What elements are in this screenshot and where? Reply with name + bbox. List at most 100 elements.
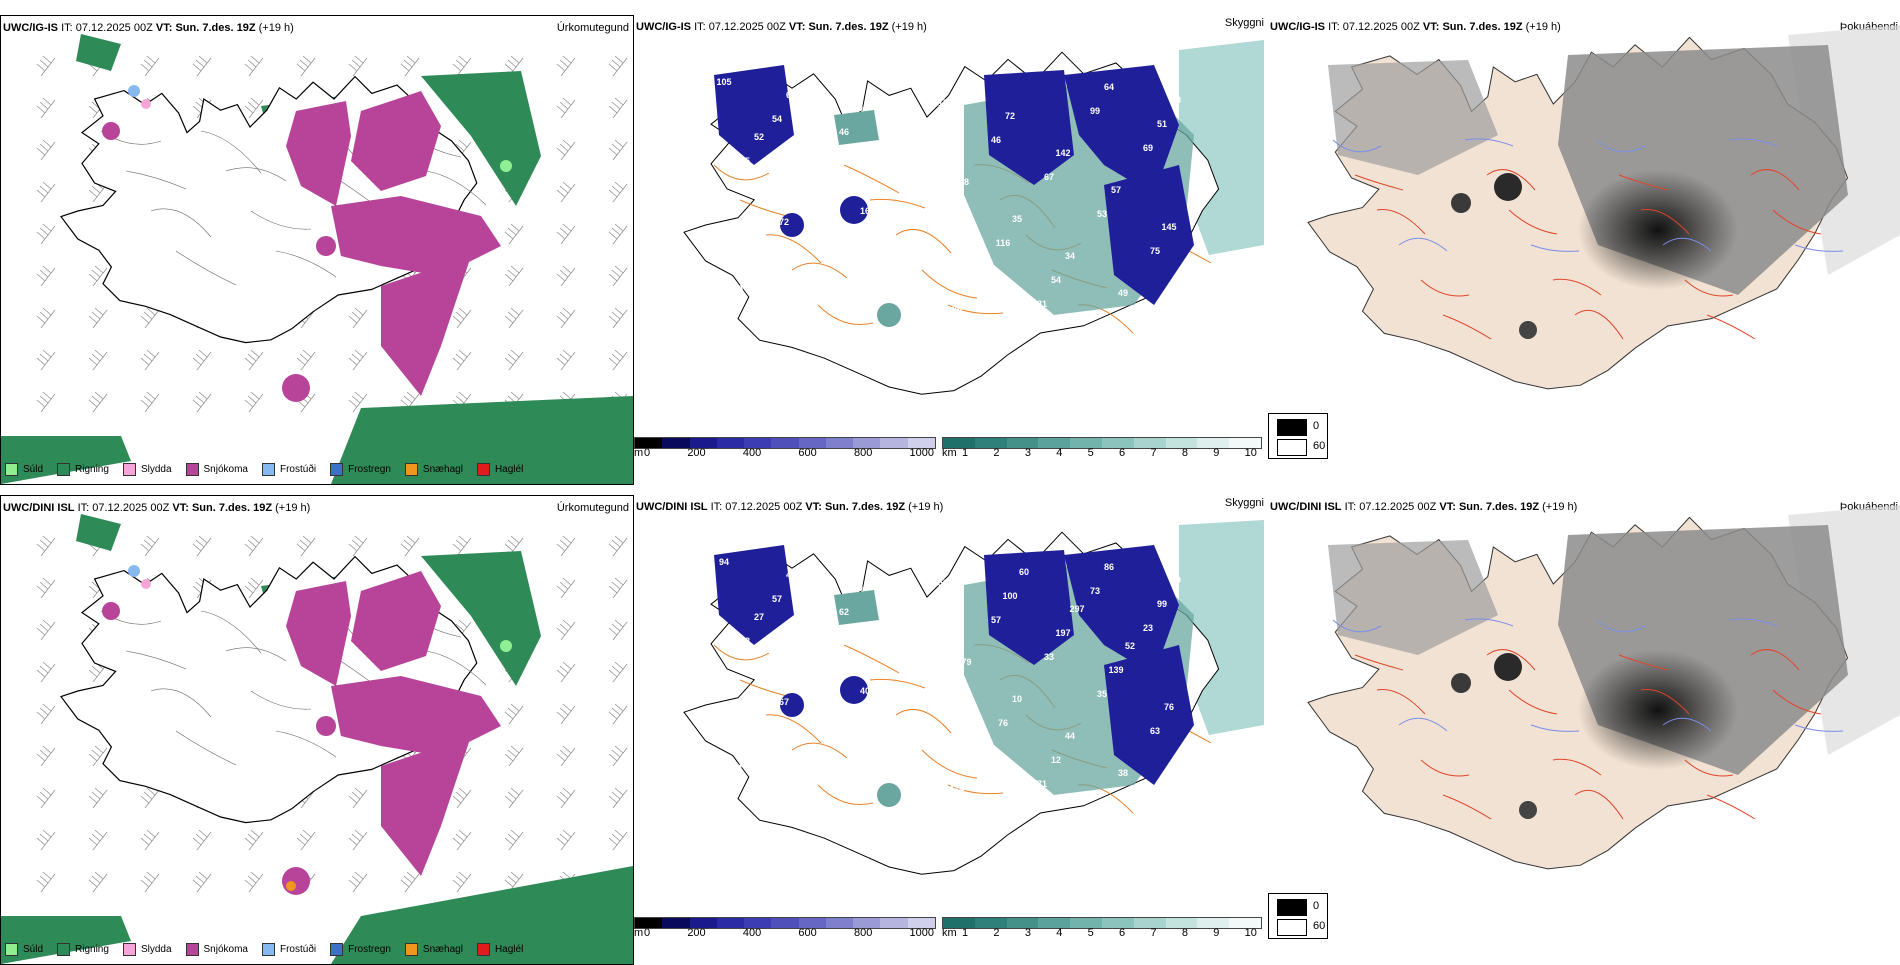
colorbar-tick: 9 [1213,447,1220,459]
colorbar-tick: 600 [798,927,817,939]
cloudbase-label: 49 [1118,288,1128,298]
cloudbase-label: 10 [1012,694,1022,704]
cloudbase-ticks: 0 200 400 600 800 1000 [644,447,934,459]
colorbar-tick: 1000 [909,927,934,939]
colorbar-segment [1197,438,1230,448]
visibility-ticks: 1 2 3 4 5 6 7 8 9 10 [962,447,1257,459]
cloudbase-label: 62 [839,607,849,617]
cloudbase-label: 54 [1051,275,1061,285]
cloudbase-label: 61 [966,760,976,770]
road-line [921,269,978,299]
cloudbase-ticks: 0 200 400 600 800 1000 [644,927,934,939]
wind-barb [556,223,576,245]
colorbar-tick: 0 [644,447,651,459]
cloudbase-label: 40 [860,686,870,696]
legend-item: Snæhagl [404,463,463,476]
road-line [817,784,874,805]
cloudbase-label: 74 [733,283,743,293]
panel-type-label: Úrkomutegund [556,22,629,34]
colorbar-segment [1229,438,1261,448]
wind-barb [36,349,56,371]
legend-swatch [185,463,199,476]
cloudbase-colorbar [634,917,936,929]
road-river-line [1772,209,1822,235]
wind-barb [556,181,576,203]
legend-swatch [261,463,275,476]
colorbar-segment [771,918,799,928]
colorbar-segment [1165,918,1198,928]
cloudbase-label: 15 [938,98,948,108]
precip-legend: Súld Rigning Slydda Snjókoma Frostúði Frostre… [5,463,523,476]
legend-label: Snæhagl [422,464,463,475]
cloudbase-label: 170 [790,673,805,683]
cloudbase-label: 53 [1097,209,1107,219]
road-river-line [1420,279,1470,297]
wind-barb [36,703,56,725]
road-line [250,210,312,230]
panel-title: UWC/DINI ISL IT: 07.12.2025 00Z VT: Sun.… [1270,501,1578,513]
cloudbase-label: 44 [1065,731,1075,741]
visibility-unit: km [942,927,957,939]
cloudbase-label: 76 [878,668,888,678]
road-line [713,644,770,661]
legend-swatch [122,463,136,476]
cloudbase-label: 55 [832,254,842,264]
road-river-line [1750,169,1800,191]
wind-barb [556,829,576,851]
snow-area [381,736,471,876]
wind-barb [608,619,628,641]
wind-barb [504,265,524,287]
wind-barb [556,265,576,287]
wind-barb [608,829,628,851]
cloudbase-label: 23 [1143,623,1153,633]
colorbar-tick: 10 [1244,447,1257,459]
cloudbase-label: 69 [1143,143,1153,153]
colorbar-segment [771,438,799,448]
cloudbase-colorbar [634,437,936,449]
wind-barb [348,391,368,413]
fog-key-dark-label: 0 [1313,420,1320,432]
wind-barb [504,703,524,725]
wind-barb [504,349,524,371]
legend-item: Frostúði [261,463,316,476]
fog-key: 0 60 [1268,893,1328,939]
road-line [921,749,978,779]
cloudbase-label: 54 [772,114,782,124]
cloudbase-label: 64 [1104,82,1114,92]
fog-core [1494,653,1522,681]
road-river-line [1618,174,1668,191]
fog-core [1451,673,1471,693]
road-river-line [1596,619,1646,633]
wind-barb [556,661,576,683]
cloudbase-label: 99 [1157,599,1167,609]
panel-title: UWC/IG-IS IT: 07.12.2025 00Z VT: Sun. 7.… [1270,21,1561,33]
cloudbase-label: 76 [998,718,1008,728]
colorbar-segment [689,918,717,928]
cloudbase-label: 379 [956,657,971,667]
fog-key-dark [1277,899,1307,916]
road-line [200,130,262,174]
wind-barb [244,55,264,77]
wind-barb [88,829,108,851]
cloudbase-area [1104,645,1194,785]
road-river-line [1574,790,1624,820]
cloudbase-label: 51 [733,763,743,773]
wind-barb [88,871,108,893]
road-river-line [1442,794,1492,820]
wind-barb [88,745,108,767]
colorbar-tick: 800 [853,927,873,939]
wind-barb [36,535,56,557]
road-line [175,250,237,286]
colorbar-tick: 8 [1181,927,1188,939]
cloudbase-label: 76 [1164,702,1174,712]
precip-map [1,514,633,964]
cloudbase-label: 102 [744,259,759,269]
wind-barb [608,265,628,287]
cloudbase-label: 45 [740,156,750,166]
colorbar-tick: 1000 [909,447,934,459]
road-line [947,304,1004,315]
cloud-map: 94 57 91 76 92 64 71 73 23 54 67 72 54 52 57 33 35 63 51 41… [683,520,1264,875]
visibility-area [834,590,879,625]
wind-barb [608,661,628,683]
cloudbase-label: 86 [1104,562,1114,572]
